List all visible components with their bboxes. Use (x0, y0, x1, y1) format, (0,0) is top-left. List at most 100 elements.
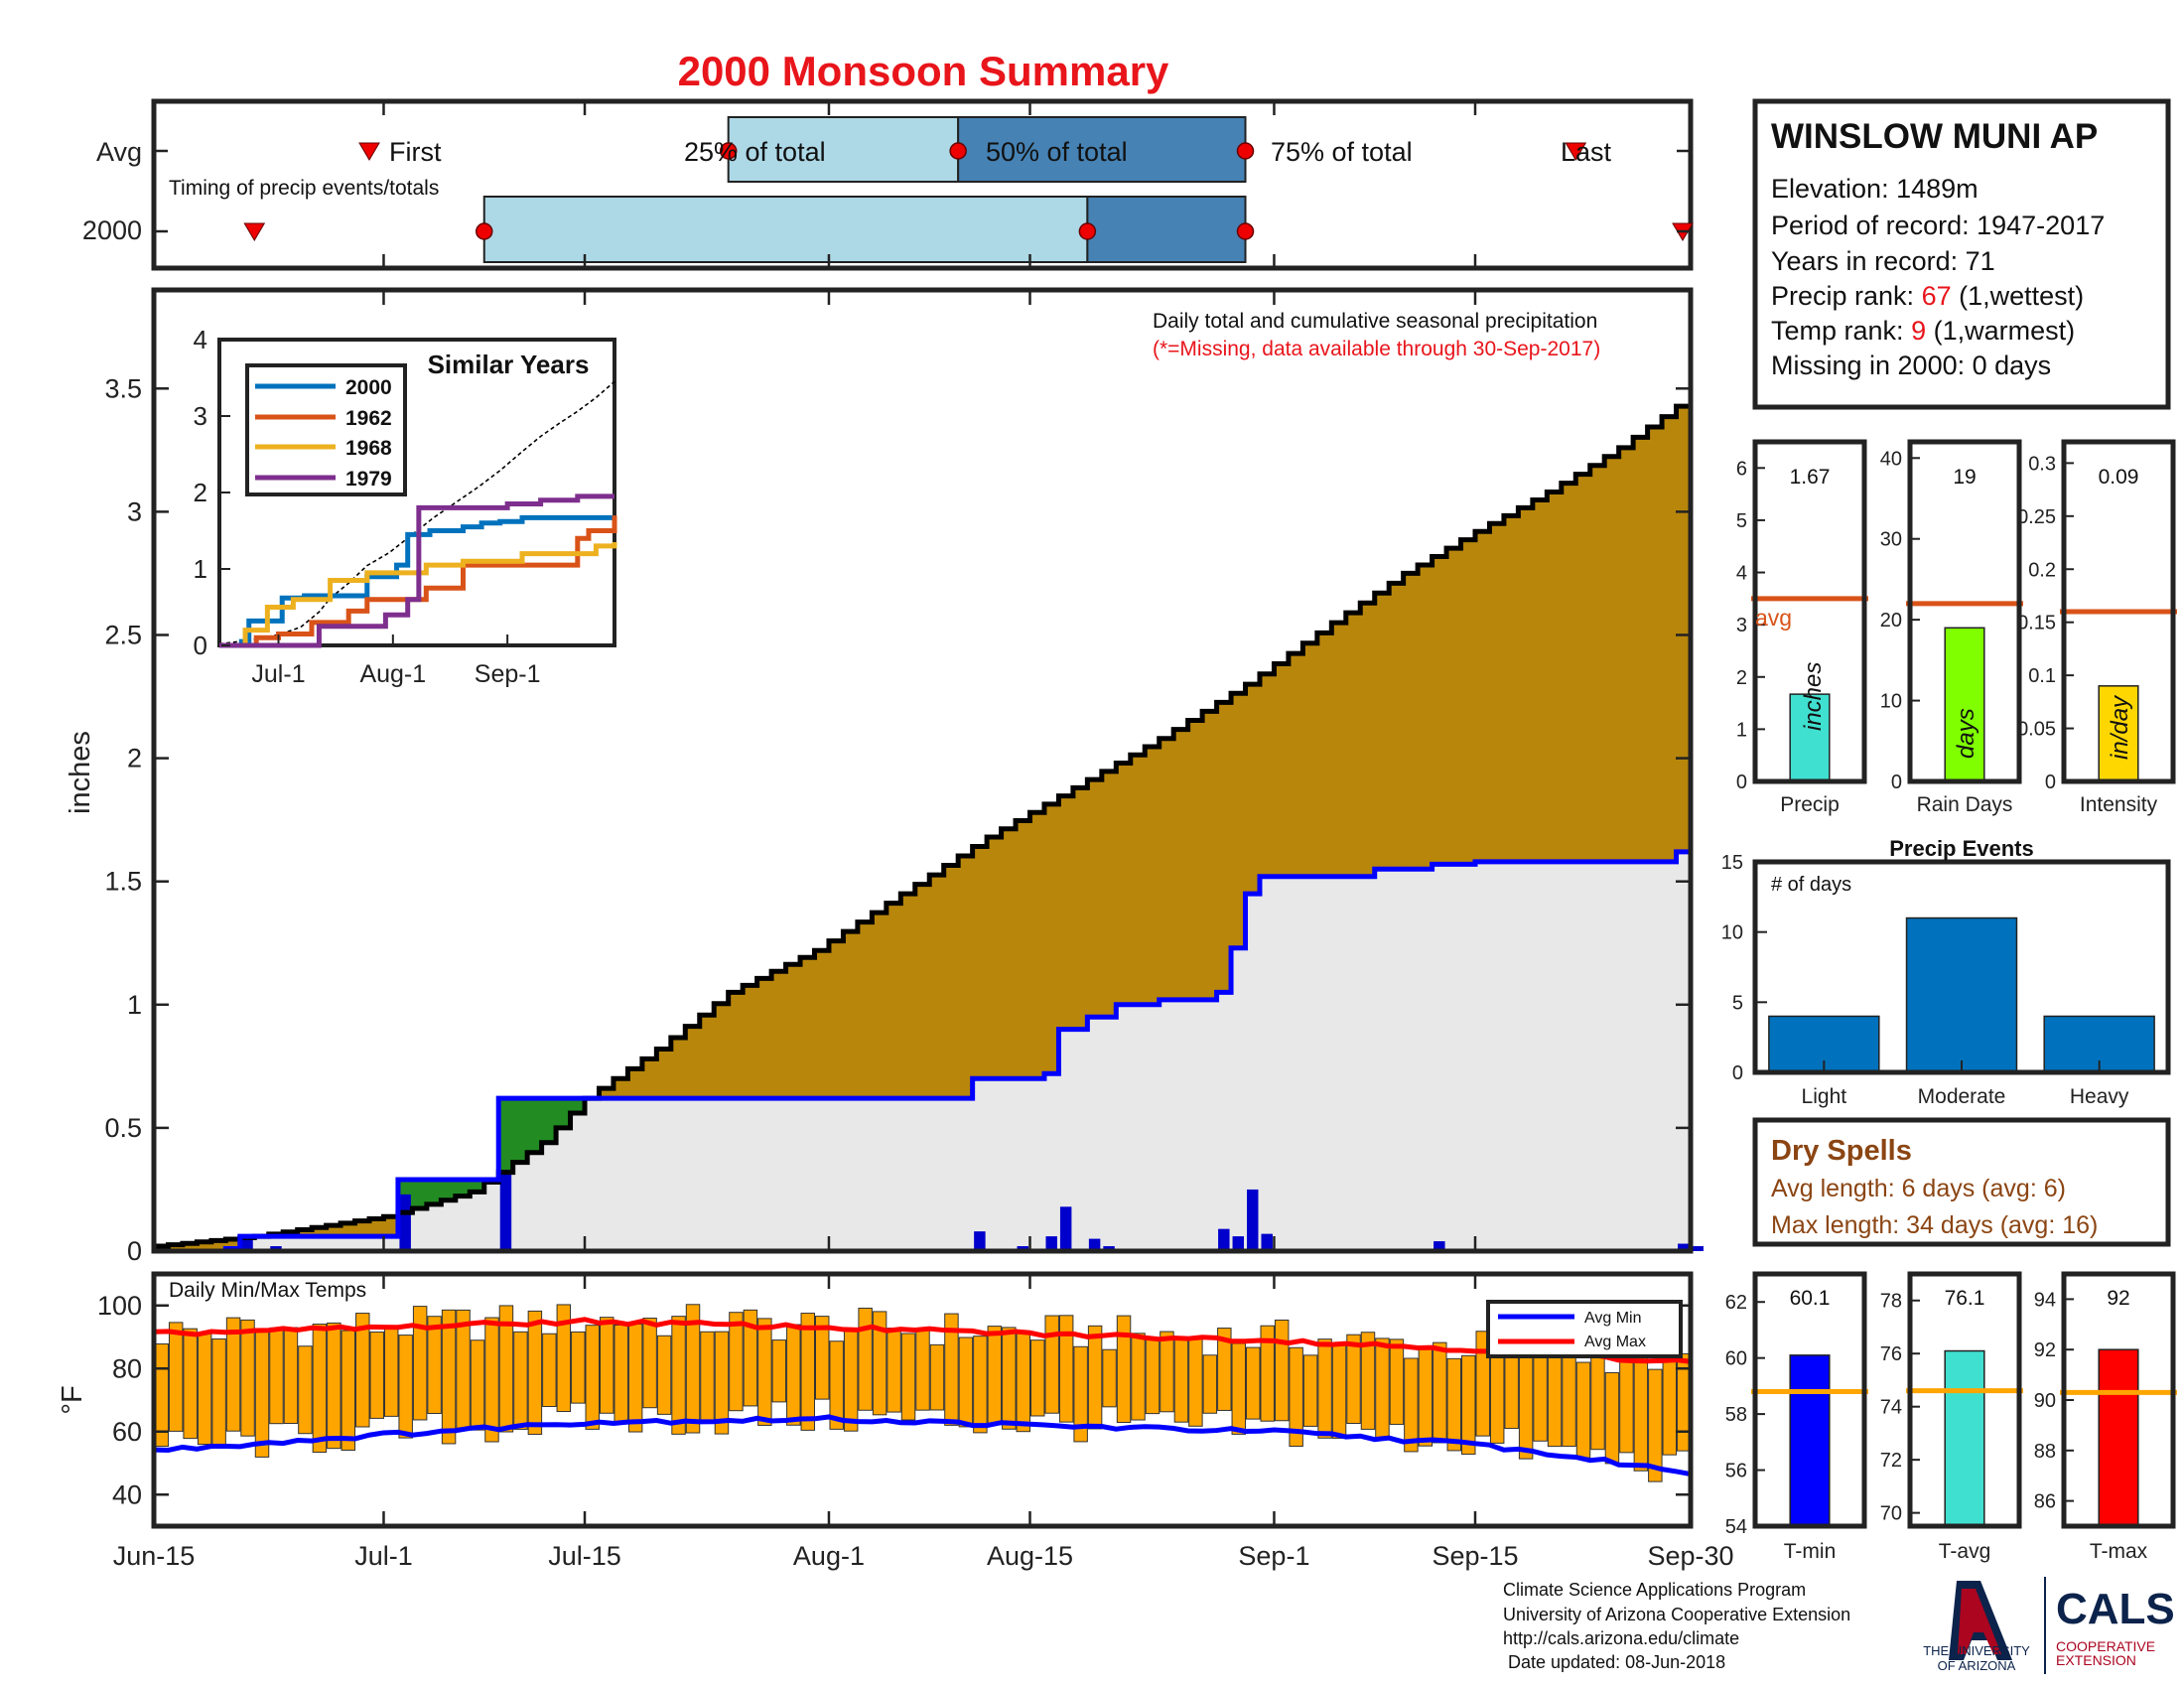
tavg-value: 76.1 (1945, 1287, 1985, 1310)
intensity-ytick-label: 0.15 (2017, 613, 2056, 634)
daily-temp-range-bar (1102, 1348, 1117, 1408)
deficit-area-day (987, 837, 1003, 1079)
daily-temp-range-bar (915, 1328, 930, 1411)
daily-temp-range-bar (1375, 1337, 1390, 1441)
tmax-ytick-label: 88 (2034, 1441, 2056, 1463)
daily-temp-range-bar (714, 1331, 730, 1435)
intensity-ytick-label: 0.25 (2017, 506, 2056, 528)
daily-temp-range-bar (1575, 1361, 1591, 1459)
raindays-ytick-label: 10 (1880, 691, 1902, 713)
daily-temp-range-bar (513, 1331, 528, 1430)
daily-temp-range-bar (1058, 1315, 1074, 1423)
deficit-area-day (1130, 755, 1146, 1005)
temps-ytick-label: 80 (112, 1353, 142, 1383)
dry-spells-box: Dry Spells Avg length: 6 days (avg: 6) M… (1752, 1117, 2171, 1247)
deficit-area-day (1187, 720, 1203, 1000)
events-ytick-label: 0 (1732, 1062, 1743, 1084)
deficit-area-day (1173, 729, 1189, 1000)
daily-precip-bar (399, 1194, 411, 1251)
year-p50-marker (1078, 222, 1097, 240)
events-ylabel: # of days (1771, 874, 1851, 896)
main-ytick-label: 2 (127, 744, 142, 774)
daily-temp-range-bar (757, 1318, 772, 1426)
inset-ytick-label: 4 (194, 325, 207, 354)
deficit-area-day (599, 1088, 614, 1099)
surplus-area-day (412, 1180, 428, 1208)
station-precip-rank: Precip rank: 67 (1,wettest) (1771, 281, 2084, 311)
deficit-area-day (1662, 416, 1678, 862)
daily-temp-range-bar (1648, 1368, 1663, 1482)
ua-name-line1: THE UNIVERSITY (1923, 1643, 2030, 1658)
avg-p25-marker (719, 142, 738, 160)
tmax-panel-frame (2061, 1271, 2176, 1529)
daily-temp-range-bar (254, 1328, 270, 1458)
daily-temp-range-bar (355, 1313, 370, 1428)
deficit-area-day (1288, 653, 1303, 877)
raindays-ytick-label: 40 (1880, 448, 1902, 470)
daily-temp-range-bar (1231, 1342, 1247, 1435)
daily-temp-range-bar (398, 1335, 413, 1439)
deficit-area-day (1159, 738, 1174, 1000)
deficit-area-day (1460, 539, 1476, 865)
tavg-panel-frame (1907, 1271, 2022, 1529)
daily-temp-range-bar (1331, 1344, 1347, 1439)
temps-title: Daily Min/Max Temps (169, 1279, 366, 1302)
main-xtick-label: Sep-30 (1647, 1541, 1733, 1571)
tmax-ytick-label: 92 (2034, 1339, 2056, 1361)
precip-ytick-label: 1 (1736, 719, 1747, 741)
temps-ytick-label: 60 (112, 1417, 142, 1447)
deficit-area-day (168, 1244, 184, 1251)
deficit-area-day (900, 894, 916, 1099)
daily-temp-range-bar (743, 1309, 758, 1407)
precip-unit: inches (1800, 662, 1827, 731)
daily-temp-range-bar (470, 1339, 485, 1431)
page-title: 2000 Monsoon Summary (678, 48, 1169, 94)
deficit-area-day (1216, 702, 1232, 993)
daily-temp-range-bar (887, 1328, 901, 1413)
inset-xtick-label: Aug-1 (359, 660, 426, 688)
deficit-area-day (958, 856, 974, 1099)
inset-legend-1979: 1979 (345, 468, 392, 491)
deficit-area-day (1418, 564, 1433, 870)
daily-temp-range-bar (729, 1312, 744, 1412)
daily-temp-range-bar (240, 1319, 255, 1437)
daily-temp-range-bar (441, 1309, 457, 1445)
daily-temp-range-bar (1131, 1333, 1146, 1421)
daily-precip-bar (1261, 1233, 1273, 1251)
deficit-area-day (1589, 465, 1605, 862)
daily-temp-range-bar (1160, 1331, 1174, 1413)
surplus-area-day (426, 1180, 442, 1204)
daily-temp-range-bar (327, 1322, 341, 1450)
dry-spells-avg: Avg length: 6 days (avg: 6) (1771, 1175, 2066, 1202)
cals-wordmark: CALS (2056, 1585, 2175, 1633)
raindays-panel-frame (1907, 439, 2022, 784)
deficit-area-day (1116, 763, 1132, 1005)
timing-first-label: First (389, 137, 442, 167)
daily-temp-range-bar (786, 1324, 801, 1426)
temperature-stats-panels: 54 56 58 60 62 70 72 74 76 78 86 88 90 92 94 (1725, 1271, 2177, 1538)
tmin-ytick-label: 62 (1725, 1292, 1747, 1314)
daily-temp-range-bar (814, 1316, 830, 1400)
station-elevation: Elevation: 1489m (1771, 174, 1979, 204)
deficit-area-day (670, 1038, 686, 1099)
daily-precip-bar (1088, 1238, 1101, 1251)
daily-temp-range-bar (484, 1317, 499, 1443)
deficit-area-day (312, 1227, 328, 1237)
precip-avg-label: avg (1755, 605, 1792, 631)
tavg-ytick-label: 78 (1880, 1291, 1902, 1313)
daily-temp-range-bar (771, 1339, 787, 1403)
year-p25-p50-box (482, 196, 1089, 263)
inset-legend: 2000 1962 1968 1979 (245, 363, 407, 496)
tavg-ytick-label: 76 (1880, 1343, 1902, 1365)
tmax-ytick-label: 90 (2034, 1390, 2056, 1412)
daily-precip-bar (1218, 1228, 1230, 1251)
daily-temp-range-bar (1604, 1372, 1620, 1465)
deficit-area-day (943, 865, 959, 1099)
main-xtick-label: Jun-15 (113, 1541, 196, 1571)
precip-ytick-label: 2 (1736, 667, 1747, 689)
raindays-ytick-label: 0 (1891, 772, 1902, 793)
station-info-box: WINSLOW MUNI AP Elevation: 1489m Period … (1752, 98, 2171, 410)
year-p75-marker (1236, 222, 1255, 240)
inset-series-1979 (219, 493, 614, 648)
daily-precip-bar (1678, 1243, 1690, 1251)
